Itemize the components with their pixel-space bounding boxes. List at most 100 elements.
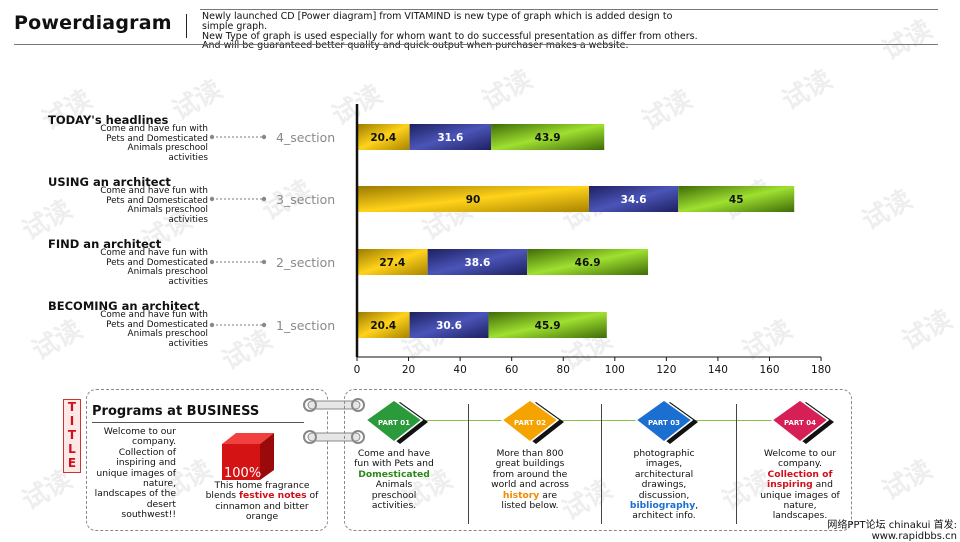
part-diamond-icon — [634, 399, 698, 444]
watermark-text: 试读 — [877, 454, 938, 507]
row-description-line: Come and have fun with — [100, 310, 208, 320]
connector-dot — [209, 134, 215, 140]
row-description-line: Animals preschool — [127, 329, 208, 340]
bar-value-label: 45.9 — [535, 320, 561, 332]
row-description-line: Animals preschool — [127, 267, 208, 278]
bar-value-label: 38.6 — [464, 257, 490, 269]
footer-credit: 网络PPT论坛 chinakui 首发: www.rapidbbs.cn — [797, 520, 957, 542]
part-description: Come and have fun with Pets and Domestic… — [353, 448, 435, 512]
title-vertical-tag: T I T L E — [63, 399, 81, 473]
fragrance-text-end: of cinnamon and bitter orange — [215, 490, 319, 523]
x-tick-label: 80 — [557, 364, 570, 376]
row-description: Come and have fun with Pets and Domestica… — [48, 248, 208, 287]
bar-value-label: 34.6 — [621, 194, 647, 206]
ring-connector-icon — [303, 398, 365, 444]
bar-value-label: 45 — [729, 194, 744, 206]
business-welcome-text: Welcome to our company. Collection of in… — [94, 426, 176, 521]
footer-credit-url: www.rapidbbs.cn — [871, 531, 957, 542]
connector-dot — [261, 196, 267, 202]
row-description-line: activities — [168, 214, 208, 225]
bar-segment — [357, 312, 410, 338]
part-description-start: Welcome to our company. — [763, 448, 837, 470]
part-description-highlight: Domesticated — [358, 468, 430, 480]
bar-value-label: 46.9 — [575, 257, 601, 269]
part-description-end: and unique images of nature, landscapes. — [760, 479, 840, 522]
part-description: Welcome to our company. Collection of in… — [759, 448, 841, 522]
row-description-line: Come and have fun with — [100, 124, 208, 134]
bar-value-label: 20.4 — [370, 132, 396, 144]
x-tick-label: 180 — [811, 364, 831, 376]
connector-dot — [261, 259, 267, 265]
footer-credit-line: 网络PPT论坛 chinakui 首发: — [827, 520, 957, 531]
part-label: PART 04 — [784, 419, 816, 427]
bar-segment — [678, 186, 795, 212]
row-description-line: activities — [168, 276, 208, 287]
x-tick-label: 120 — [656, 364, 676, 376]
bar-segment — [357, 249, 428, 275]
bar-segment — [409, 312, 489, 338]
x-tick-label: 40 — [453, 364, 466, 376]
row-description-line: activities — [168, 338, 208, 349]
x-tick-label: 60 — [505, 364, 518, 376]
x-tick-label: 140 — [708, 364, 728, 376]
header-description: Newly launched CD [Power diagram] from V… — [202, 12, 802, 51]
category-label: 4_section — [276, 130, 335, 145]
red-cube-icon — [222, 433, 274, 480]
part-diamond-icon — [500, 399, 564, 444]
bar-segment — [589, 186, 679, 212]
connector-dot — [209, 196, 215, 202]
row-description-line: Pets and Domesticated — [106, 133, 208, 144]
part-description-end: are listed below. — [501, 489, 559, 512]
bar-segment — [357, 186, 590, 212]
part-description-start: More than 800 great buildings from aroun… — [491, 448, 569, 491]
bar-segment — [427, 249, 528, 275]
category-label: 2_section — [276, 255, 335, 270]
business-panel — [86, 389, 328, 531]
part-diamond-icon — [770, 399, 834, 444]
title-letter: E — [67, 456, 77, 470]
percent-label: 100% — [224, 466, 262, 481]
brand-title: Powerdiagram — [14, 12, 172, 34]
x-tick-label: 100 — [605, 364, 625, 376]
bar-value-label: 31.6 — [437, 132, 463, 144]
row-description-line: Animals preschool — [127, 143, 208, 154]
x-tick-label: 0 — [354, 364, 361, 376]
bar-segment — [491, 124, 605, 150]
part-diamond-icon — [364, 399, 428, 444]
parts-divider — [601, 404, 602, 524]
row-description: Come and have fun with Pets and Domestica… — [48, 124, 208, 163]
parts-panel — [344, 389, 852, 531]
part-label: PART 02 — [514, 419, 546, 427]
bar-segment — [409, 124, 492, 150]
part-label: PART 01 — [378, 419, 410, 427]
row-description-line: Pets and Domesticated — [106, 195, 208, 206]
part-description-end: Animals preschool activities. — [371, 479, 417, 512]
fragrance-text: This home fragrance blends festive notes… — [198, 480, 326, 523]
bar-segment — [357, 124, 410, 150]
fragrance-highlight: festive notes — [239, 490, 307, 502]
row-description-line: Animals preschool — [127, 205, 208, 216]
part-description-highlight: history — [502, 489, 540, 501]
connector-dot — [209, 259, 215, 265]
power-bar-chart: 20.4 31.6 43.9 90 34.6 45 27.4 38.6 46.9 20.4 30.6… — [209, 104, 831, 376]
category-label: 1_section — [276, 318, 335, 333]
row-description-line: Come and have fun with — [100, 186, 208, 196]
header-description-line: Newly launched CD [Power diagram] from V… — [202, 11, 673, 22]
title-letter: L — [68, 442, 76, 456]
category-label: 3_section — [276, 192, 335, 207]
bar-value-label: 30.6 — [436, 320, 462, 332]
bar-value-label: 27.4 — [379, 257, 405, 269]
part-description-highlight: Collection of inspiring — [767, 468, 833, 491]
part-label: PART 03 — [648, 419, 680, 427]
part-description-start: Come and have fun with Pets and — [354, 448, 434, 470]
business-heading-rule — [92, 422, 304, 423]
header-description-line: And will be guaranteed better quality an… — [202, 40, 629, 52]
connector-dot — [261, 322, 267, 328]
row-description-line: activities — [168, 152, 208, 163]
header-description-line: New Type of graph is used especially for… — [202, 30, 698, 42]
part-description: More than 800 great buildings from aroun… — [489, 448, 571, 512]
x-tick-label: 20 — [402, 364, 415, 376]
parts-divider — [468, 404, 469, 524]
bar-value-label: 20.4 — [370, 320, 396, 332]
bar-value-label: 43.9 — [535, 132, 561, 144]
